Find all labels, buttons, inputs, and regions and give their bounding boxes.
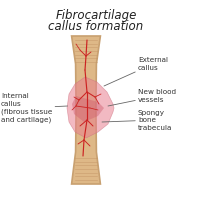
Text: Internal
callus
(fibrous tissue
and cartilage): Internal callus (fibrous tissue and cart… bbox=[1, 93, 68, 123]
Text: Spongy
bone
trabecula: Spongy bone trabecula bbox=[102, 110, 172, 130]
Polygon shape bbox=[67, 77, 114, 138]
Polygon shape bbox=[72, 36, 100, 184]
Text: Fibrocartilage: Fibrocartilage bbox=[55, 9, 137, 22]
Text: External
callus: External callus bbox=[104, 57, 168, 86]
Text: New blood
vessels: New blood vessels bbox=[108, 89, 176, 106]
Text: callus formation: callus formation bbox=[48, 20, 144, 33]
Polygon shape bbox=[72, 96, 104, 122]
